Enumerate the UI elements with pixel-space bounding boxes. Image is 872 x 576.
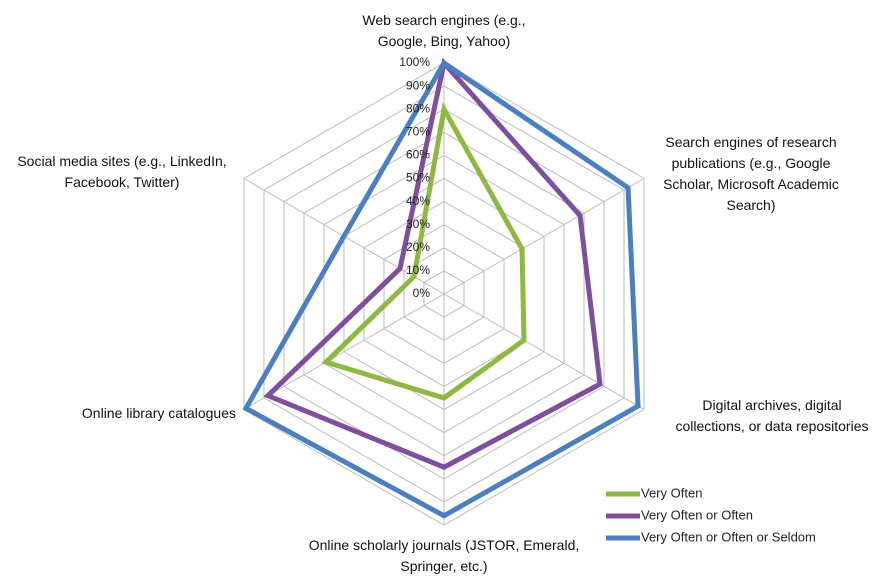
tick-label: 0% — [413, 286, 431, 300]
tick-label: 20% — [406, 240, 430, 254]
category-label: Online scholarly journals (JSTOR, Emeral… — [308, 537, 580, 574]
category-label: Digital archives, digital collections, o… — [675, 397, 869, 434]
tick-label: 90% — [406, 78, 430, 92]
category-label: Web search engines (e.g., Google, Bing, … — [362, 12, 526, 49]
tick-label: 80% — [406, 101, 430, 115]
tick-label: 100% — [399, 55, 430, 69]
spoke — [443, 178, 645, 295]
spoke — [243, 293, 445, 410]
tick-label: 70% — [406, 124, 430, 138]
legend-label: Very Often — [641, 485, 702, 500]
category-label: Search engines of research publications … — [663, 134, 839, 213]
legend-label: Very Often or Often or Seldom — [641, 529, 816, 544]
category-label: Online library catalogues — [81, 405, 236, 421]
series-line — [321, 101, 527, 401]
tick-label: 30% — [406, 217, 430, 231]
spoke — [443, 293, 645, 410]
tick-label: 50% — [406, 171, 430, 185]
tick-label: 10% — [406, 263, 430, 277]
series-line — [263, 57, 603, 471]
category-label: Social media sites (e.g., LinkedIn, Face… — [17, 153, 227, 190]
legend-label: Very Often or Often — [641, 507, 753, 522]
series-line — [242, 59, 641, 519]
tick-label: 60% — [406, 148, 430, 162]
tick-label: 40% — [406, 194, 430, 208]
